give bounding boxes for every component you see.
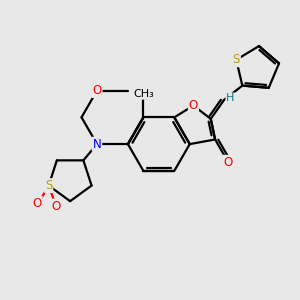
- Text: S: S: [232, 53, 240, 66]
- Text: S: S: [45, 179, 52, 192]
- Text: O: O: [189, 99, 198, 112]
- Text: N: N: [93, 138, 101, 151]
- Text: O: O: [51, 200, 61, 213]
- Text: O: O: [223, 156, 232, 169]
- Text: O: O: [33, 197, 42, 210]
- Text: H: H: [226, 93, 235, 103]
- Text: CH₃: CH₃: [133, 89, 154, 99]
- Text: O: O: [92, 84, 102, 97]
